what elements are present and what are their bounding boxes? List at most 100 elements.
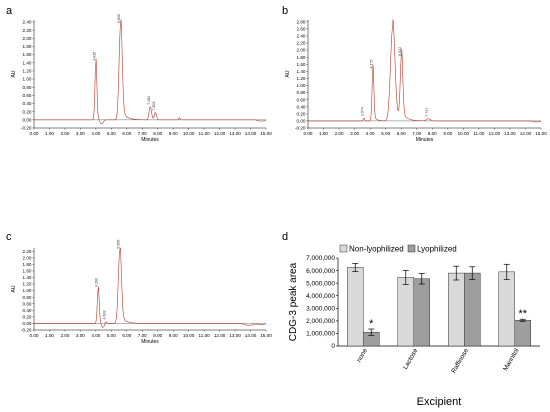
bar [347,267,364,347]
x-tick-label: 8.00 [153,131,162,136]
y-axis-title: AU [285,70,291,77]
y-tick-label: 2.00 [23,255,32,260]
significance-mark: * [369,318,374,330]
y-tick-label: 1.80 [297,55,306,60]
panel-letter-a: a [6,5,13,17]
x-tick-label: 4.00 [366,131,375,136]
y-tick-label: 2.00 [297,48,306,53]
x-tick-label: 13.00 [504,131,516,136]
x-tick-label: 8.00 [428,131,437,136]
y-tick-label: 0.40 [297,104,306,109]
chromatogram-c: -0.200.000.200.400.600.801.001.201.401.6… [11,240,272,345]
x-tick-label: 10.00 [458,131,470,136]
y-tick-label: 0.60 [23,301,32,306]
y-tick-label: 2.20 [23,249,32,254]
y-tick-label: 1.00 [297,83,306,88]
x-tick-label: 0.00 [30,131,39,136]
x-tick-label: 13.00 [229,333,241,338]
x-tick-label: 3.00 [76,131,85,136]
chromatogram-trace [34,19,267,125]
y-tick-label: 1.00 [23,288,32,293]
y-tick-label: 6,000,000 [306,268,335,275]
bar [413,278,430,347]
x-tick-label: 11.00 [199,333,211,338]
y-axis-title: CDG-3 peak area [288,262,299,341]
x-tick-label: 1.00 [45,131,54,136]
chromatogram-b: -0.200.000.200.400.600.801.001.201.401.6… [285,18,547,143]
x-tick-label: 9.00 [169,333,178,338]
y-tick-label: 0.60 [23,93,32,98]
x-tick-label: 9.00 [443,131,452,136]
y-tick-label: 1.60 [23,52,32,57]
x-tick-label: 8.00 [153,333,162,338]
peak-label: 7.803 [152,102,156,111]
y-tick-label: 1.60 [297,62,306,67]
y-tick-label: 1.20 [23,282,32,287]
x-tick-label: 6.00 [122,333,131,338]
x-tick-label: 0.00 [304,131,313,136]
x-tick-label: 14.00 [245,333,257,338]
y-tick-label: -0.20 [21,328,32,333]
x-tick-label: 2.00 [335,131,344,136]
y-tick-label: 0.00 [297,119,306,124]
legend-label: Non-lyophilized [349,245,404,254]
x-tick-label: 5.00 [381,131,390,136]
y-tick-label: 0.00 [23,117,32,122]
peak-label: 4.603 [102,310,106,319]
x-tick-label: 9.00 [169,131,178,136]
x-tick-label: 14.00 [245,131,257,136]
y-tick-label: 0.20 [23,109,32,114]
x-tick-label: 15.00 [260,333,272,338]
x-tick-label: 12.00 [214,131,226,136]
x-tick-label: 6.00 [397,131,406,136]
y-tick-label: 1,000,000 [306,331,335,338]
category-label: Raffinose [450,347,470,375]
y-tick-label: 1.20 [23,69,32,74]
y-tick-label: 2.00 [23,36,32,41]
y-tick-label: 3,000,000 [306,305,335,312]
peak-label: 4.175 [369,60,373,69]
y-tick-label: 0.40 [23,308,32,313]
y-tick-label: 1.80 [23,262,32,267]
y-tick-label: 0.00 [23,321,32,326]
peak-label: 4.200 [95,278,99,287]
x-tick-label: 7.00 [138,131,147,136]
x-axis-title: Minutes [141,137,159,143]
panel-letter-c: c [6,231,12,243]
y-tick-label: 2.20 [23,28,32,33]
y-tick-label: 1.40 [23,60,32,65]
y-tick-label: 4,000,000 [306,293,335,300]
x-tick-label: 0.00 [30,333,39,338]
x-tick-label: 12.00 [489,131,501,136]
bar [514,319,531,347]
x-tick-label: 10.00 [183,333,195,338]
y-tick-label: 7,000,000 [306,255,335,262]
x-tick-label: 14.00 [520,131,532,136]
y-tick-label: 0.20 [297,111,306,116]
peak-label: 5.565 [116,240,120,249]
category-label: Mannitol [502,347,521,372]
legend-swatch [407,244,416,253]
peak-label: 6.022 [398,47,402,56]
x-tick-label: 1.00 [45,333,54,338]
peak-label: 3.574 [360,107,364,116]
y-tick-label: -0.20 [21,126,32,131]
x-tick-label: 12.00 [214,333,226,338]
x-tick-label: 1.00 [319,131,328,136]
x-axis-title: Minutes [141,339,159,345]
y-tick-label: -0.20 [295,126,306,131]
y-axis-title: AU [11,70,17,77]
x-tick-label: 4.00 [91,333,100,338]
bar-chart-d: 0 1,000,000 2,000,000 3,000,000 4,000,000 5,0… [288,244,540,408]
bar [498,271,515,347]
y-tick-label: 5,000,000 [306,280,335,287]
x-tick-label: 3.00 [76,333,85,338]
category-label: none [356,347,369,363]
legend-swatch [339,244,348,253]
y-tick-label: 1.00 [23,77,32,82]
y-tick-label: 2.20 [297,41,306,46]
significance-mark: ** [518,308,527,320]
x-tick-label: 2.00 [60,131,69,136]
legend-label: Lyophilized [417,245,457,254]
